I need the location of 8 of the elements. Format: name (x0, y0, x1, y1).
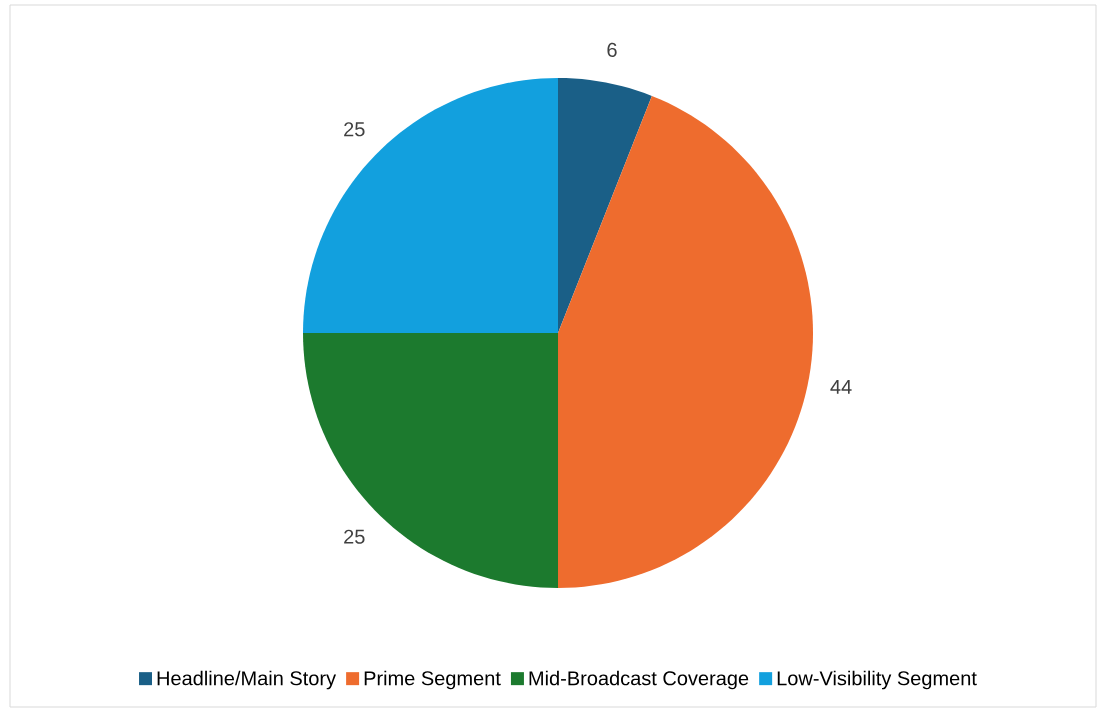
data-label: 6 (607, 42, 617, 58)
data-label: 44 (830, 380, 852, 394)
legend-label: Headline/Main Story (157, 670, 337, 690)
data-label: 25 (344, 122, 365, 137)
legend-label: Prime Segment (364, 670, 501, 690)
legend-label: Mid-Broadcast Coverage (529, 670, 749, 690)
data-label: 25 (344, 529, 365, 544)
legend-label: Low-Visibility Segment (777, 670, 977, 690)
